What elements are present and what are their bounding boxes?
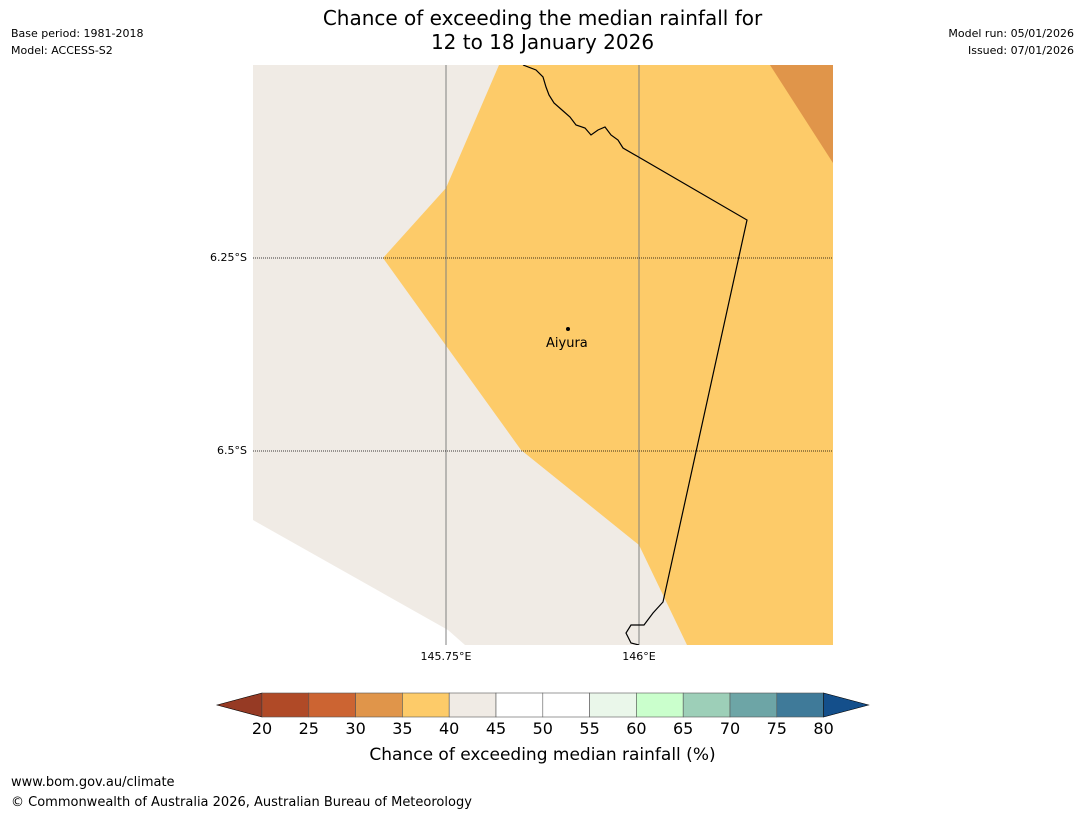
colorbar-tick-label: 80 <box>813 719 834 738</box>
colorbar-segment <box>355 692 403 718</box>
colorbar-under-arrow <box>215 692 263 718</box>
colorbar-segment <box>308 692 356 718</box>
map-canvas <box>253 65 833 645</box>
lon-label-146: 146°E <box>622 650 656 663</box>
forecast-map[interactable] <box>253 65 833 645</box>
model-run: Model run: 05/01/2026 <box>948 27 1074 40</box>
colorbar-tick-label: 30 <box>345 719 366 738</box>
base-info: Base period: 1981-2018 Model: ACCESS-S2 <box>11 25 143 59</box>
colorbar-tick-label: 65 <box>673 719 694 738</box>
lat-label-6-25: 6.25°S <box>210 251 247 264</box>
colorbar-tick-label: 25 <box>298 719 319 738</box>
colorbar-segment <box>402 692 450 718</box>
title-line-2: 12 to 18 January 2026 <box>430 30 655 54</box>
colorbar-segment <box>542 692 590 718</box>
colorbar-segment <box>261 692 310 718</box>
colorbar-tick-label: 70 <box>719 719 741 738</box>
run-info: Model run: 05/01/2026 Issued: 07/01/2026 <box>948 25 1074 59</box>
category-35-40-region <box>383 65 833 645</box>
title-line-1: Chance of exceeding the median rainfall … <box>322 6 763 30</box>
colorbar-tick-label: 55 <box>579 719 600 738</box>
location-dot-icon <box>566 327 570 331</box>
map-title: Chance of exceeding the median rainfall … <box>0 6 1085 54</box>
colorbar-segment <box>495 692 544 718</box>
model-name: Model: ACCESS-S2 <box>11 44 113 57</box>
colorbar-tick-label: 40 <box>439 719 460 738</box>
source-link[interactable]: www.bom.gov.au/climate <box>11 775 175 790</box>
colorbar-tick-label: 35 <box>392 719 413 738</box>
colorbar-label: Chance of exceeding median rainfall (%) <box>369 745 716 765</box>
base-period: Base period: 1981-2018 <box>11 27 144 40</box>
category-45-50-region <box>253 520 465 645</box>
colorbar-segment <box>776 692 824 718</box>
colorbar-tick-label: 50 <box>532 719 553 738</box>
issued-date: Issued: 07/01/2026 <box>967 44 1074 57</box>
colorbar-segment <box>589 692 637 718</box>
colorbar-segment <box>729 692 778 718</box>
colorbar <box>215 690 875 724</box>
colorbar-segment <box>682 692 731 718</box>
boundary-line <box>522 65 748 645</box>
colorbar-segment <box>636 692 684 718</box>
copyright: © Commonwealth of Australia 2026, Austra… <box>11 795 472 810</box>
colorbar-over-arrow <box>823 692 870 718</box>
lon-label-145-75: 145.75°E <box>420 650 472 663</box>
colorbar-segment <box>448 692 497 718</box>
colorbar-tick-label: 75 <box>766 719 787 738</box>
colorbar-tick-label: 20 <box>251 719 273 738</box>
colorbar-tick-label: 60 <box>626 719 647 738</box>
colorbar-graphic <box>215 692 870 718</box>
category-30-35-region <box>770 65 833 163</box>
place-label-aiyura: Aiyura <box>546 336 588 351</box>
colorbar-tick-label: 45 <box>485 719 507 738</box>
lat-label-6-5: 6.5°S <box>217 444 247 457</box>
